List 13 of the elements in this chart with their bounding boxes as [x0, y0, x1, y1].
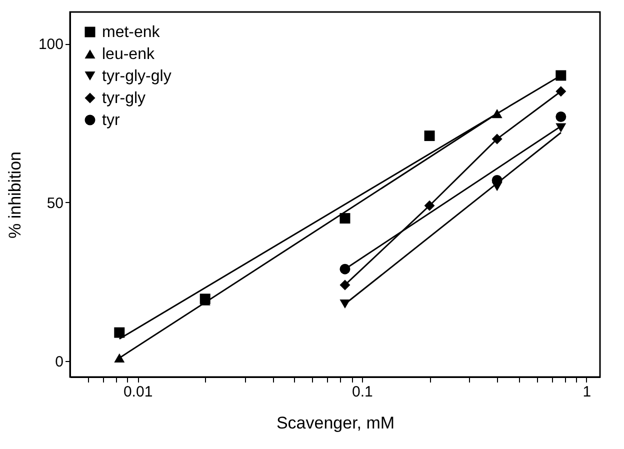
- x-axis-title: Scavenger, mM: [276, 414, 395, 432]
- legend-label: tyr: [102, 112, 120, 129]
- y-axis-title: % inhibition: [5, 152, 24, 238]
- y-tick-label: 100: [38, 36, 64, 54]
- legend-label: leu-enk: [102, 46, 156, 63]
- x-tick-label: 0.01: [123, 384, 153, 400]
- y-tick-label: 0: [55, 354, 64, 371]
- y-tick-label: 50: [46, 194, 64, 212]
- legend-label: tyr-gly: [102, 90, 146, 107]
- legend-label: met-enk: [102, 24, 161, 41]
- legend-label: tyr-gly-gly: [102, 68, 172, 85]
- x-tick-label: 1: [582, 384, 592, 400]
- x-tick-label: 0.1: [352, 384, 373, 400]
